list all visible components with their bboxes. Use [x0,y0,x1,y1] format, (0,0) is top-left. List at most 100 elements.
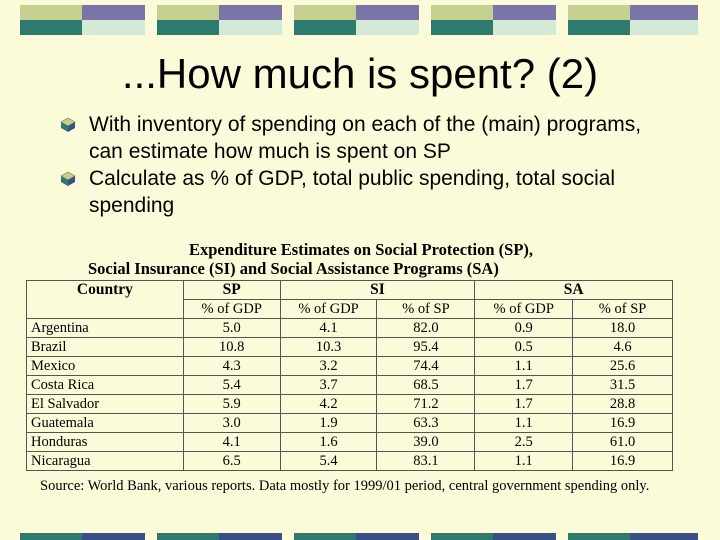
value-cell: 61.0 [572,432,673,452]
value-cell: 3.7 [279,375,378,395]
value-cell: 4.1 [279,318,378,338]
value-cell: 1.9 [279,413,378,433]
header-sp: SP [182,280,281,300]
value-cell: 1.6 [279,432,378,452]
value-cell: 4.2 [279,394,378,414]
value-cell: 2.5 [474,432,574,452]
value-cell: 6.5 [182,451,281,471]
deco-block [294,20,356,35]
value-cell: 82.0 [376,318,476,338]
deco-block [157,5,219,20]
table-title-line1: Expenditure Estimates on Social Protecti… [188,240,534,259]
value-cell: 4.6 [572,337,673,357]
country-cell: Mexico [26,356,184,376]
table-title-line2: Social Insurance (SI) and Social Assista… [88,259,499,278]
deco-block [568,533,630,540]
deco-block [630,5,698,20]
bullet-text: Calculate as % of GDP, total public spen… [89,167,616,217]
table-row: Brazil 10.8 10.3 95.4 0.5 4.6 [26,337,673,357]
deco-block [82,20,145,35]
bullet-text: With inventory of spending on each of th… [89,113,642,163]
deco-block [431,5,493,20]
deco-block [568,20,630,35]
value-cell: 18.0 [572,318,673,338]
deco-block [568,5,630,20]
subheader-cell: % of GDP [279,299,378,319]
table-row: Costa Rica 5.4 3.7 68.5 1.7 31.5 [26,375,673,395]
value-cell: 71.2 [376,394,476,414]
deco-block [294,533,356,540]
value-cell: 16.9 [572,451,673,471]
value-cell: 10.8 [182,337,281,357]
source-note: Source: World Bank, various reports. Dat… [40,478,650,494]
value-cell: 63.3 [376,413,476,433]
bullet-icon [60,171,76,186]
value-cell: 28.8 [572,394,673,414]
deco-block [493,533,556,540]
value-cell: 1.1 [474,356,574,376]
deco-block [493,20,556,35]
table-header-row: Country SP SI SA [26,280,673,319]
country-cell: Costa Rica [26,375,184,395]
bullet-item: With inventory of spending on each of th… [60,111,680,165]
deco-block [431,533,493,540]
value-cell: 0.9 [474,318,574,338]
value-cell: 1.7 [474,394,574,414]
deco-block [356,5,419,20]
subheader-cell: % of GDP [182,299,281,319]
value-cell: 1.7 [474,375,574,395]
country-cell: Nicaragua [26,451,184,471]
table-row: El Salvador 5.9 4.2 71.2 1.7 28.8 [26,394,673,414]
value-cell: 5.4 [182,375,281,395]
value-cell: 3.2 [279,356,378,376]
bottom-decoration [0,533,720,540]
deco-block [20,20,82,35]
deco-block [20,5,82,20]
subheader-cell: % of SP [572,299,673,319]
country-cell: Honduras [26,432,184,452]
country-cell: Guatemala [26,413,184,433]
expenditure-table: Country SP SI SA % of GDP % of GDP % of … [26,280,673,471]
value-cell: 39.0 [376,432,476,452]
value-cell: 1.1 [474,451,574,471]
bullet-item: Calculate as % of GDP, total public spen… [60,165,680,219]
country-cell: Argentina [26,318,184,338]
deco-block [493,5,556,20]
value-cell: 4.3 [182,356,281,376]
deco-block [157,20,219,35]
deco-block [82,5,145,20]
slide-title: ...How much is spent? (2) [121,50,599,97]
deco-block [630,533,698,540]
country-cell: Brazil [26,337,184,357]
deco-block [356,20,419,35]
table-subheader-row: % of GDP % of GDP % of SP % of GDP % of … [27,299,673,319]
deco-block [431,20,493,35]
deco-block [356,533,419,540]
table-row: Mexico 4.3 3.2 74.4 1.1 25.6 [26,356,673,376]
deco-block [219,5,282,20]
deco-block [294,5,356,20]
header-si: SI [279,280,476,300]
value-cell: 74.4 [376,356,476,376]
deco-block [219,533,282,540]
value-cell: 68.5 [376,375,476,395]
value-cell: 5.0 [182,318,281,338]
expenditure-table-section: Expenditure Estimates on Social Protecti… [26,240,676,471]
deco-block [82,533,145,540]
value-cell: 83.1 [376,451,476,471]
value-cell: 31.5 [572,375,673,395]
value-cell: 10.3 [279,337,378,357]
header-sa: SA [474,280,673,300]
table-title: Expenditure Estimates on Social Protecti… [26,240,676,278]
subheader-cell: % of GDP [474,299,574,319]
deco-block [219,20,282,35]
subheader-cell: % of SP [376,299,476,319]
bullet-list: With inventory of spending on each of th… [60,111,680,219]
value-cell: 5.9 [182,394,281,414]
deco-block [20,533,82,540]
top-decoration [0,5,720,35]
table-row: Argentina 5.0 4.1 82.0 0.9 18.0 [26,318,673,338]
value-cell: 95.4 [376,337,476,357]
header-country: Country [26,280,184,319]
country-cell: El Salvador [26,394,184,414]
